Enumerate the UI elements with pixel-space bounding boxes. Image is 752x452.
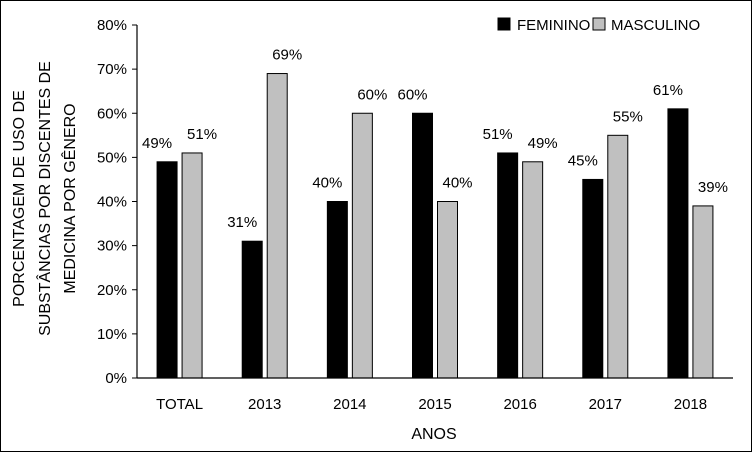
data-label: 49% xyxy=(528,135,558,152)
bar-feminino-2013 xyxy=(241,240,263,379)
data-labels: 49% 51% 31% 69% 40% 60% 60% 40% 51% 49% 45% 55% 61% 3… xyxy=(142,47,728,232)
y-axis-title-line: MEDICINA POR GÊNERO xyxy=(60,103,79,293)
x-axis-title: ANOS xyxy=(411,426,456,443)
bars xyxy=(156,73,714,379)
category-label: 2014 xyxy=(333,396,366,413)
category-label: TOTAL xyxy=(156,396,203,413)
bar-masculino-2017 xyxy=(607,134,629,379)
category-label: 2015 xyxy=(418,396,451,413)
y-tick-label: 0% xyxy=(105,370,127,387)
legend-label-masculino: MASCULINO xyxy=(611,17,700,34)
legend: FEMININO MASCULINO xyxy=(497,17,700,34)
data-label: 60% xyxy=(357,86,387,103)
bar-masculino-total xyxy=(181,152,203,379)
data-label: 45% xyxy=(568,152,598,169)
y-tick-label: 80% xyxy=(97,17,127,34)
bar-masculino-2014 xyxy=(351,112,373,379)
data-label: 40% xyxy=(312,175,342,192)
y-tick-label: 60% xyxy=(97,105,127,122)
bar-masculino-2016 xyxy=(522,161,544,379)
data-label: 61% xyxy=(653,82,683,99)
data-label: 40% xyxy=(442,175,472,192)
bar-masculino-2013 xyxy=(266,73,288,379)
data-label: 39% xyxy=(698,179,728,196)
bar-feminino-total xyxy=(156,161,178,379)
y-tick-label: 40% xyxy=(97,194,127,211)
data-label: 60% xyxy=(397,86,427,103)
data-label: 69% xyxy=(272,47,302,64)
y-axis-ticks: 0% 10% 20% 30% 40% 50% 60% 70% 80% xyxy=(97,17,137,387)
category-label: 2018 xyxy=(674,396,707,413)
bar-feminino-2015 xyxy=(412,112,433,379)
category-label: 2017 xyxy=(589,396,622,413)
bar-masculino-2015 xyxy=(437,201,458,379)
bar-masculino-2018 xyxy=(692,205,714,379)
y-tick-label: 20% xyxy=(97,282,127,299)
data-label: 51% xyxy=(483,126,513,143)
x-axis-categories: TOTAL 2013 2014 2015 2016 2017 2018 xyxy=(156,396,707,413)
y-tick-label: 30% xyxy=(97,238,127,255)
bar-feminino-2016 xyxy=(497,152,519,379)
y-axis-title-line: PORCENTAGEM DE USO DE xyxy=(11,90,28,307)
y-tick-label: 50% xyxy=(97,149,127,166)
legend-label-feminino: FEMININO xyxy=(517,17,590,34)
category-label: 2016 xyxy=(503,396,536,413)
data-label: 55% xyxy=(613,108,643,125)
legend-swatch-feminino xyxy=(497,17,511,31)
y-axis-title: PORCENTAGEM DE USO DE SUBSTÂNCIAS POR DIS… xyxy=(11,61,79,336)
y-tick-label: 10% xyxy=(97,326,127,343)
y-tick-label: 70% xyxy=(97,61,127,78)
data-label: 31% xyxy=(227,214,257,231)
bar-feminino-2014 xyxy=(326,201,348,379)
legend-swatch-masculino xyxy=(592,17,606,31)
category-label: 2013 xyxy=(248,396,281,413)
y-axis-title-line: SUBSTÂNCIAS POR DISCENTES DE xyxy=(35,61,54,336)
data-label: 49% xyxy=(142,135,172,152)
data-label: 51% xyxy=(187,126,217,143)
bar-feminino-2018 xyxy=(667,108,689,379)
bar-feminino-2017 xyxy=(582,178,604,379)
